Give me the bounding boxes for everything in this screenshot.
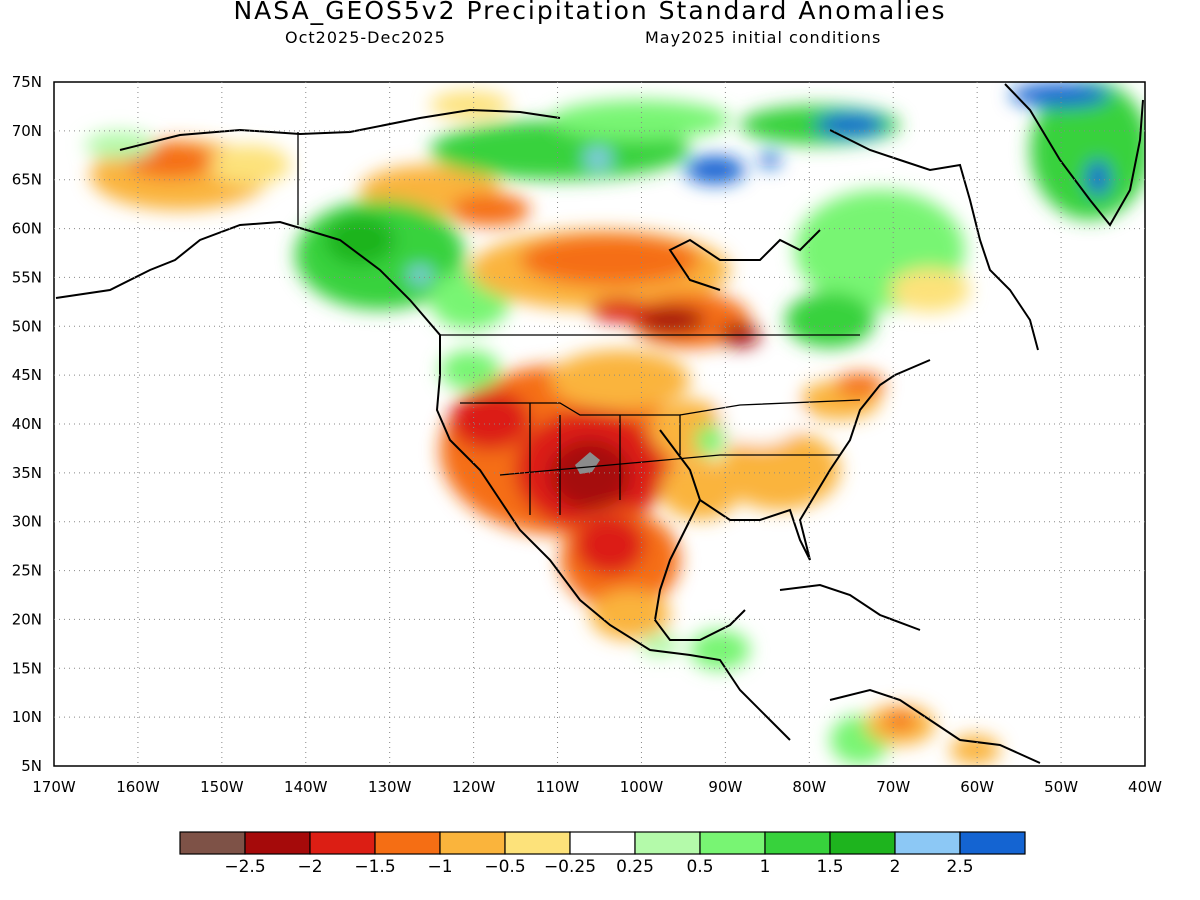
colorbar-label: −2 xyxy=(297,857,322,877)
colorbar-swatch xyxy=(244,831,311,855)
forecast-period: Oct2025-Dec2025 xyxy=(285,28,446,47)
lat-tick-label: 40N xyxy=(12,415,42,433)
colorbar-label: 2 xyxy=(890,857,901,877)
lon-tick-label: 40W xyxy=(1128,778,1162,796)
lat-tick-label: 15N xyxy=(12,659,42,677)
colorbar-swatch xyxy=(439,831,506,855)
lon-tick-label: 140W xyxy=(284,778,328,796)
longitude-labels: 170W 160W 150W 140W 130W 120W 110W 100W 90W 80W 70… xyxy=(32,778,1162,796)
lon-tick-label: 160W xyxy=(116,778,160,796)
colorbar-label: 1.5 xyxy=(816,857,843,877)
lon-tick-label: 150W xyxy=(200,778,244,796)
lat-tick-label: 50N xyxy=(12,317,42,335)
colorbar-label: −1 xyxy=(427,857,452,877)
lat-tick-label: 75N xyxy=(12,73,42,91)
lat-tick-label: 10N xyxy=(12,708,42,726)
colorbar-label: 1 xyxy=(760,857,771,877)
colorbar-swatch xyxy=(634,831,701,855)
lon-tick-label: 110W xyxy=(536,778,580,796)
colorbar-label: 0.5 xyxy=(686,857,713,877)
chart-title: NASA_GEOS5v2 Precipitation Standard Anom… xyxy=(233,0,947,25)
colorbar-label: 0.25 xyxy=(616,857,654,877)
lat-tick-label: 25N xyxy=(12,562,42,580)
lon-tick-label: 50W xyxy=(1044,778,1078,796)
colorbar-swatch xyxy=(894,831,961,855)
latitude-labels: 75N 70N 65N 60N 55N 50N 45N 40N 35N 30N 25N 20N 15N 1… xyxy=(12,73,42,775)
graticule xyxy=(54,82,1145,766)
lon-tick-label: 120W xyxy=(452,778,496,796)
colorbar-swatch xyxy=(699,831,766,855)
lon-tick-label: 60W xyxy=(960,778,994,796)
anomaly-field xyxy=(85,82,1145,765)
lat-tick-label: 70N xyxy=(12,122,42,140)
colorbar-label: 2.5 xyxy=(946,857,973,877)
colorbar-swatch xyxy=(829,831,896,855)
colorbar-swatch xyxy=(504,831,571,855)
colorbar-swatch xyxy=(764,831,831,855)
lon-tick-label: 130W xyxy=(368,778,412,796)
lat-tick-label: 5N xyxy=(21,757,42,775)
colorbar-swatch xyxy=(179,831,246,855)
lon-tick-label: 70W xyxy=(876,778,910,796)
lon-tick-label: 170W xyxy=(32,778,76,796)
lat-tick-label: 60N xyxy=(12,220,42,238)
lat-tick-label: 35N xyxy=(12,464,42,482)
lon-tick-label: 90W xyxy=(708,778,742,796)
colorbar-label: −2.5 xyxy=(224,857,265,877)
colorbar-swatch xyxy=(309,831,376,855)
colorbar: −2.5 −2 −1.5 −1 −0.5 −0.25 0.25 0.5 1 1.5 2 2.5 xyxy=(179,831,1026,877)
lon-tick-label: 80W xyxy=(792,778,826,796)
lat-tick-label: 20N xyxy=(12,610,42,628)
colorbar-label: −0.5 xyxy=(484,857,525,877)
colorbar-swatch xyxy=(374,831,441,855)
colorbar-swatch xyxy=(569,831,636,855)
lat-tick-label: 30N xyxy=(12,513,42,531)
colorbar-swatch xyxy=(959,831,1026,855)
lat-tick-label: 55N xyxy=(12,268,42,286)
lat-tick-label: 65N xyxy=(12,171,42,189)
lon-tick-label: 100W xyxy=(620,778,664,796)
colorbar-label: −1.5 xyxy=(354,857,395,877)
political-borders xyxy=(297,132,861,515)
colorbar-label: −0.25 xyxy=(544,857,596,877)
initial-conditions: May2025 initial conditions xyxy=(645,28,882,47)
lat-tick-label: 45N xyxy=(12,366,42,384)
coastlines xyxy=(55,83,1144,764)
